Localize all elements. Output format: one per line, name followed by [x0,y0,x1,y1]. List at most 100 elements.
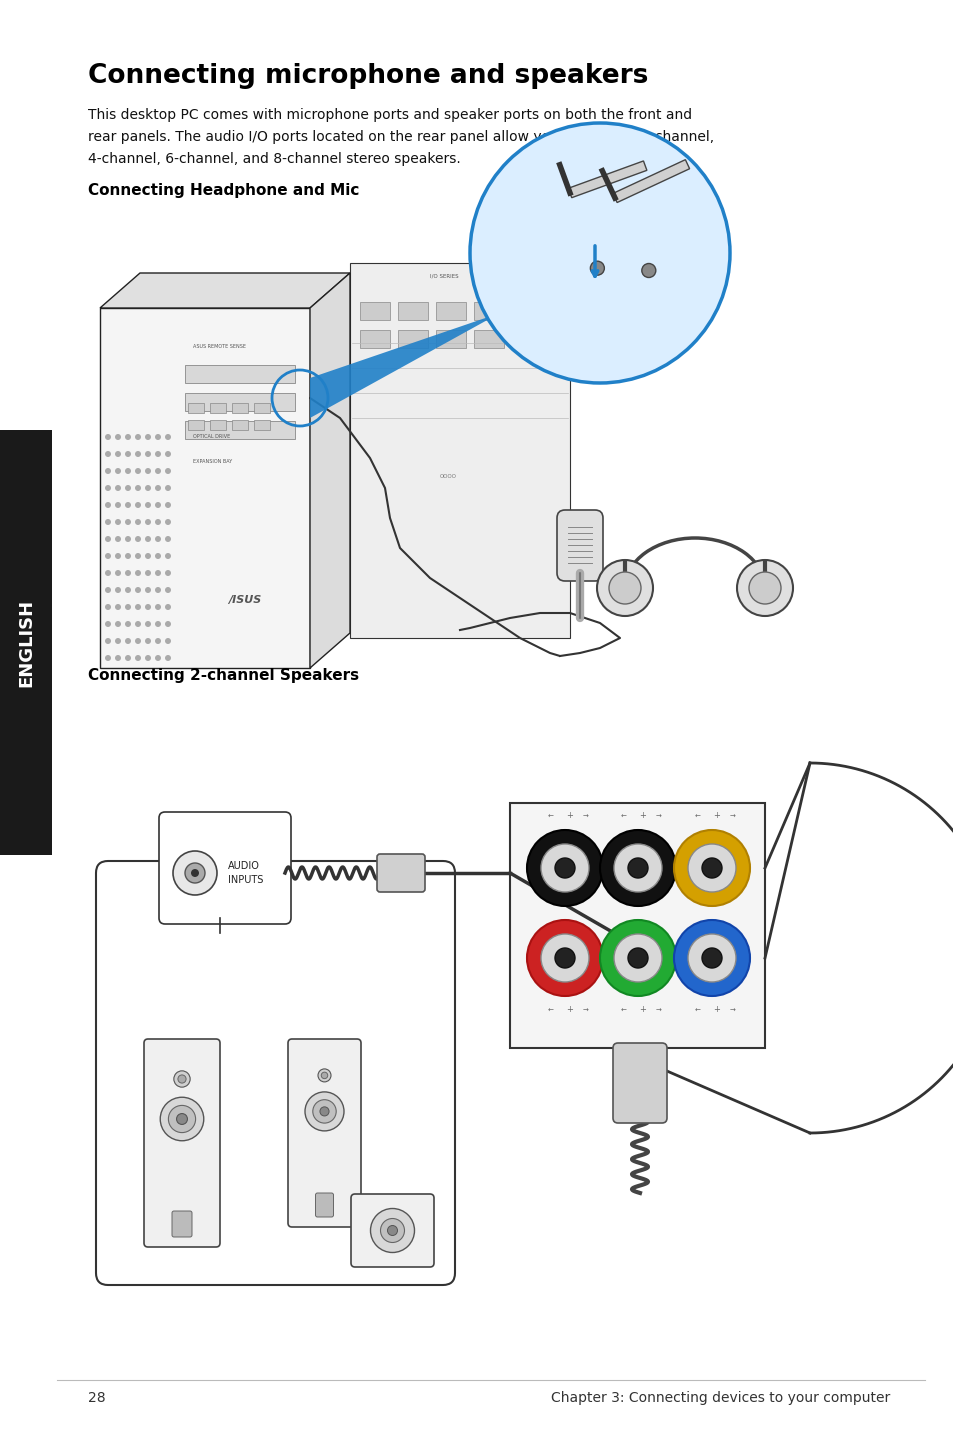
Circle shape [177,1215,186,1224]
FancyBboxPatch shape [557,510,602,581]
Circle shape [105,621,111,627]
Circle shape [154,587,161,592]
Circle shape [687,844,735,892]
FancyBboxPatch shape [253,420,270,430]
FancyBboxPatch shape [436,329,465,348]
Text: $\rightarrow$: $\rightarrow$ [727,1007,736,1014]
Text: $\leftarrow$: $\leftarrow$ [692,812,700,820]
Text: ASUS REMOTE SENSE: ASUS REMOTE SENSE [193,344,246,349]
Text: $\leftarrow$: $\leftarrow$ [545,1007,554,1014]
Circle shape [154,485,161,490]
Circle shape [154,569,161,577]
Circle shape [115,569,121,577]
Circle shape [540,844,588,892]
Text: $\leftarrow$: $\leftarrow$ [618,812,627,820]
Circle shape [154,554,161,559]
Circle shape [105,654,111,661]
Text: AUDIO: AUDIO [228,861,259,871]
Text: INPUTS: INPUTS [228,874,263,884]
Text: +: + [639,811,646,821]
Circle shape [145,467,151,475]
Circle shape [105,569,111,577]
FancyBboxPatch shape [185,421,294,439]
Circle shape [555,948,575,968]
FancyBboxPatch shape [232,420,248,430]
FancyBboxPatch shape [512,302,541,321]
Circle shape [526,920,602,997]
Circle shape [125,536,131,542]
Circle shape [173,1071,190,1087]
Circle shape [125,502,131,508]
Circle shape [370,1208,414,1252]
Text: ENGLISH: ENGLISH [17,598,35,686]
Circle shape [627,948,647,968]
FancyBboxPatch shape [351,1194,434,1267]
Circle shape [125,434,131,440]
Circle shape [172,851,216,894]
Circle shape [165,502,171,508]
Circle shape [105,452,111,457]
Circle shape [641,263,655,278]
Circle shape [135,485,141,490]
FancyBboxPatch shape [96,861,455,1286]
Circle shape [169,1106,195,1133]
Text: $\rightarrow$: $\rightarrow$ [580,812,589,820]
Circle shape [135,554,141,559]
Circle shape [154,621,161,627]
Circle shape [177,1076,186,1083]
Circle shape [115,452,121,457]
Text: $\rightarrow$: $\rightarrow$ [653,1007,661,1014]
Polygon shape [100,308,310,669]
FancyBboxPatch shape [253,403,270,413]
Circle shape [165,654,171,661]
Circle shape [701,948,721,968]
Circle shape [608,572,640,604]
Circle shape [165,434,171,440]
Circle shape [737,559,792,615]
Circle shape [673,920,749,997]
Circle shape [305,1091,344,1130]
Text: $\leftarrow$: $\leftarrow$ [545,812,554,820]
FancyBboxPatch shape [188,403,204,413]
Circle shape [125,467,131,475]
Circle shape [135,519,141,525]
Circle shape [154,604,161,610]
Text: $\leftarrow$: $\leftarrow$ [692,1007,700,1014]
Text: 28: 28 [88,1391,106,1405]
FancyBboxPatch shape [436,302,465,321]
Circle shape [145,452,151,457]
Circle shape [154,434,161,440]
Circle shape [125,554,131,559]
Circle shape [590,262,604,275]
Text: +: + [566,811,573,821]
Circle shape [115,587,121,592]
Circle shape [319,1107,329,1116]
Text: I/O SERIES: I/O SERIES [430,275,458,279]
Text: OOOO: OOOO [439,475,456,479]
Circle shape [125,485,131,490]
Circle shape [115,638,121,644]
FancyBboxPatch shape [397,329,428,348]
Circle shape [105,604,111,610]
FancyBboxPatch shape [359,329,390,348]
Circle shape [145,519,151,525]
Circle shape [125,604,131,610]
Circle shape [125,519,131,525]
FancyBboxPatch shape [376,854,424,892]
Circle shape [105,434,111,440]
Circle shape [176,1113,187,1125]
Circle shape [165,554,171,559]
Circle shape [105,554,111,559]
Circle shape [614,844,661,892]
Circle shape [105,536,111,542]
Text: $\rightarrow$: $\rightarrow$ [727,812,736,820]
Polygon shape [100,273,350,308]
Circle shape [115,604,121,610]
Circle shape [165,569,171,577]
Circle shape [687,935,735,982]
Circle shape [165,638,171,644]
Circle shape [748,572,781,604]
FancyBboxPatch shape [397,302,428,321]
Circle shape [135,638,141,644]
FancyBboxPatch shape [0,430,52,856]
